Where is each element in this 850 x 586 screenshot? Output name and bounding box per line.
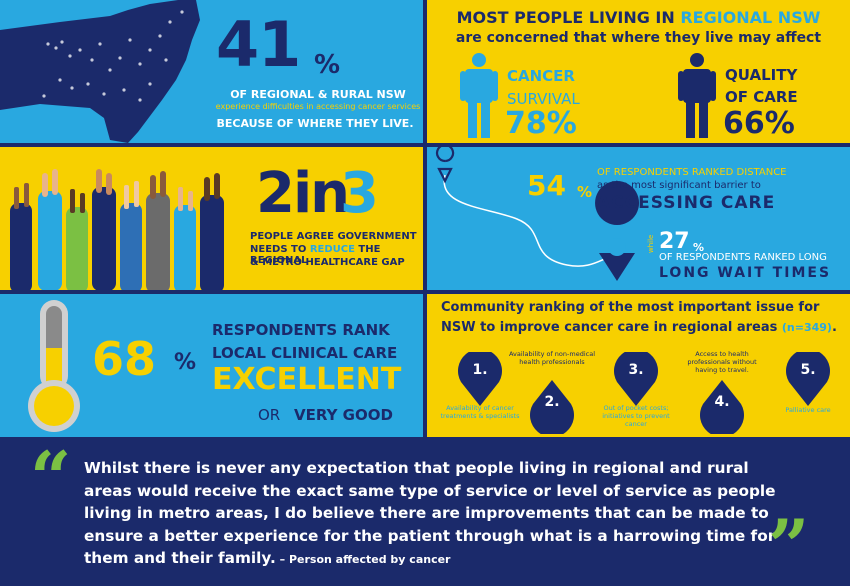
ranking-sample-size: (n=349): [781, 321, 832, 334]
rank-1-label: Availability of cancer treatments & spec…: [440, 404, 520, 420]
rank-5-number: 5.: [800, 362, 816, 378]
quote-text: Whilst there is never any expectation th…: [84, 457, 784, 572]
concern-title: MOST PEOPLE LIVING IN REGIONAL NSW: [427, 8, 850, 27]
gap-line-3: & METRO HEALTHCARE GAP: [250, 257, 405, 268]
rank-2-drop-icon: [530, 380, 574, 434]
clinical-line-3: EXCELLENT: [212, 362, 402, 397]
rank-4-number: 4.: [714, 394, 730, 410]
wait-line-1: OF RESPONDENTS RANKED LONG: [659, 252, 827, 263]
person-blue-icon: [460, 53, 498, 138]
rank-3-number: 3.: [628, 362, 644, 378]
distance-panel: 54 % OF RESPONDENTS RANKED DISTANCE as t…: [427, 147, 850, 290]
regional-line-1: OF REGIONAL & RURAL NSW: [230, 88, 406, 101]
raised-hands-icon: [10, 169, 224, 290]
cancer-label-2: SURVIVAL: [507, 90, 580, 108]
clinical-line-1: RESPONDENTS RANK: [212, 321, 390, 339]
gap-stat-b: 3: [340, 161, 379, 226]
quality-label-1: QUALITY: [725, 66, 798, 84]
close-quote-icon: ”: [768, 503, 810, 586]
concern-subtitle: are concerned that where they live may a…: [455, 30, 822, 46]
gap-line-2: NEEDS TO REDUCE THE REGIONAL: [250, 244, 423, 266]
rank-3-drop-icon: [614, 352, 658, 406]
concern-panel: MOST PEOPLE LIVING IN REGIONAL NSW are c…: [427, 0, 850, 143]
clinical-line-4b: VERY GOOD: [294, 406, 393, 424]
quote-body: Whilst there is never any expectation th…: [84, 459, 776, 567]
person-navy-icon: [678, 53, 716, 138]
rank-1-number: 1.: [472, 362, 488, 378]
distance-stat-pct: %: [577, 183, 593, 201]
clinical-line-4a: OR: [258, 406, 281, 424]
quote-panel: “ Whilst there is never any expectation …: [0, 441, 850, 586]
clinical-care-panel: 68 % RESPONDENTS RANK LOCAL CLINICAL CAR…: [0, 294, 423, 437]
cancer-value: 78%: [505, 106, 577, 141]
distance-line-2: as the most significant barrier to: [597, 180, 761, 191]
ranking-panel: Community ranking of the most important …: [427, 294, 850, 437]
clinical-stat-pct: %: [174, 350, 197, 375]
cancer-label-1: CANCER: [507, 67, 575, 85]
rank-4-drop-icon: [700, 380, 744, 434]
thermometer-icon: [28, 300, 80, 432]
regional-line-3: BECAUSE OF WHERE THEY LIVE.: [216, 117, 414, 130]
quality-value: 66%: [723, 106, 795, 141]
concern-title-a: MOST PEOPLE LIVING IN: [456, 8, 681, 27]
wait-stat-pct: %: [693, 241, 705, 254]
distance-line-3: ACCESSING CARE: [597, 193, 776, 213]
regional-stat: 41: [216, 8, 301, 81]
gap-line-2a: NEEDS TO: [250, 244, 310, 255]
gap-line-2c: THE REGIONAL: [250, 244, 381, 266]
ranking-title-1: Community ranking of the most important …: [441, 300, 820, 315]
rank-3-label: Out of pocket costs; initiatives to prev…: [602, 404, 670, 428]
rank-5-label: Palliative care: [785, 406, 831, 414]
route-path-icon: [436, 147, 640, 281]
quote-attribution: – Person affected by cancer: [275, 553, 451, 566]
rank-2-label: Availability of non-medical health profe…: [508, 350, 595, 366]
rank-5-drop-icon: [786, 352, 830, 406]
concern-title-b: REGIONAL NSW: [680, 8, 821, 27]
rank-2-number: 2.: [544, 394, 560, 410]
quality-label-2: OF CARE: [725, 88, 798, 106]
open-quote-icon: “: [30, 441, 72, 520]
rank-1-drop-icon: [458, 352, 502, 406]
government-panel: 2in 3 PEOPLE AGREE GOVERNMENT NEEDS TO R…: [0, 147, 423, 290]
gap-line-2b: REDUCE: [309, 244, 355, 255]
while-label: while: [647, 234, 655, 253]
distance-line-1: OF RESPONDENTS RANKED DISTANCE: [597, 167, 787, 178]
ranking-title-2c: .: [831, 320, 837, 335]
wait-stat: 27: [659, 229, 690, 254]
regional-line-2: experience difficulties in accessing can…: [215, 102, 421, 111]
ranking-title-2: NSW to improve cancer care in regional a…: [441, 320, 837, 335]
clinical-stat: 68: [92, 332, 157, 386]
gap-stat-a: 2in: [256, 161, 350, 226]
rank-4-label: Access to health professionals without h…: [687, 350, 757, 374]
gap-line-1: PEOPLE AGREE GOVERNMENT: [250, 231, 417, 242]
ranking-title-2a: NSW to improve cancer care in regional a…: [441, 320, 782, 335]
wait-line-2: LONG WAIT TIMES: [659, 265, 832, 281]
distance-stat: 54: [527, 169, 566, 202]
regional-stat-pct: %: [314, 50, 341, 80]
regional-difficulty-panel: 41 % OF REGIONAL & RURAL NSW experience …: [0, 0, 423, 143]
nsw-map-icon: [0, 0, 200, 143]
clinical-line-2: LOCAL CLINICAL CARE: [212, 344, 398, 362]
